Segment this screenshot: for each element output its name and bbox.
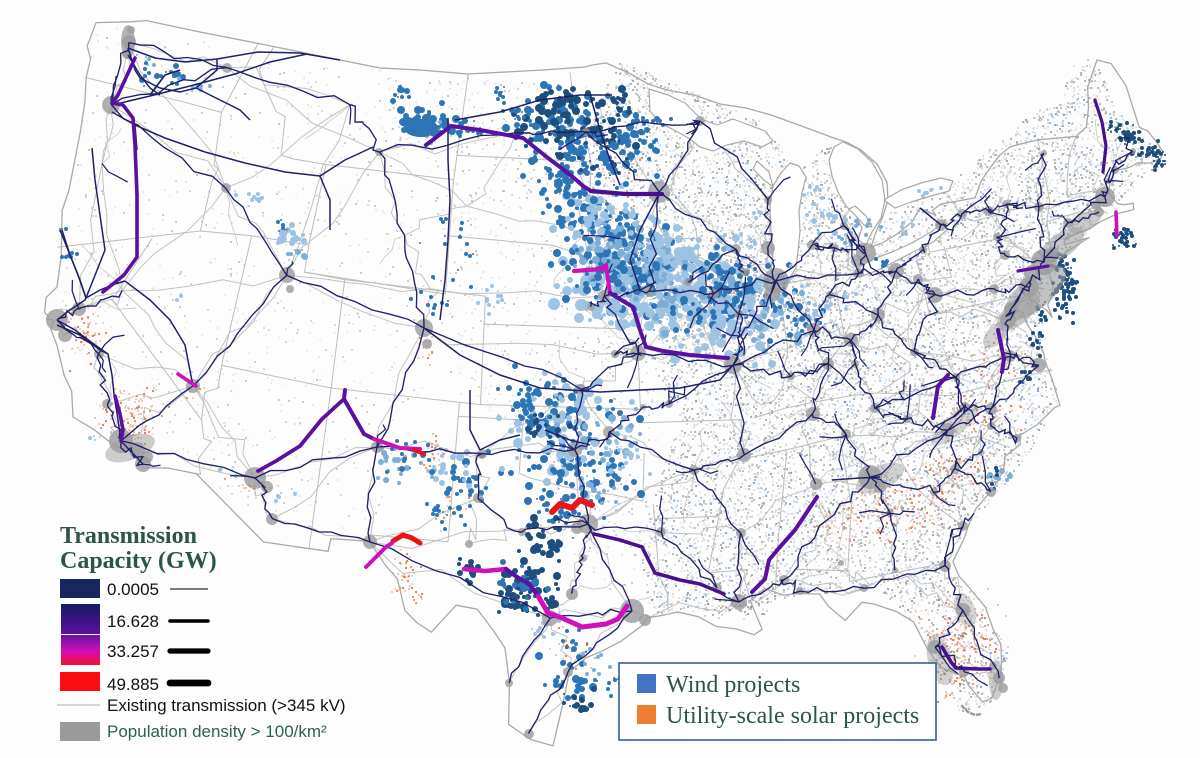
svg-text:Wind projects: Wind projects	[666, 672, 800, 698]
svg-text:33.257: 33.257	[107, 642, 159, 661]
svg-text:Population density > 100/km²: Population density > 100/km²	[107, 722, 327, 741]
svg-text:Utility-scale solar projects: Utility-scale solar projects	[666, 703, 919, 729]
svg-text:0.0005: 0.0005	[107, 580, 159, 599]
svg-text:49.885: 49.885	[107, 675, 159, 694]
svg-text:Transmission: Transmission	[60, 523, 197, 549]
svg-text:Capacity (GW): Capacity (GW)	[60, 548, 217, 574]
svg-text:16.628: 16.628	[107, 612, 159, 631]
svg-text:Existing transmission (>345 kV: Existing transmission (>345 kV)	[107, 696, 346, 715]
